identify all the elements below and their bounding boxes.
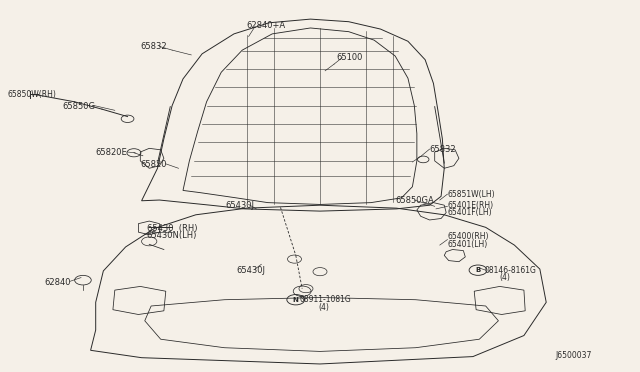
- Text: N: N: [293, 297, 299, 303]
- Text: 08911-1081G: 08911-1081G: [300, 295, 351, 304]
- Text: 65832: 65832: [429, 145, 456, 154]
- Text: 65401E(RH): 65401E(RH): [447, 201, 493, 210]
- Text: 65400(RH): 65400(RH): [447, 232, 489, 241]
- Text: (4): (4): [319, 302, 330, 312]
- Text: 62840: 62840: [45, 278, 71, 287]
- Text: 65430  (RH): 65430 (RH): [147, 224, 197, 233]
- Text: 62840+A: 62840+A: [246, 21, 286, 30]
- Text: 65100: 65100: [336, 53, 362, 62]
- Text: 65850GA: 65850GA: [395, 196, 434, 205]
- Text: 08146-8161G: 08146-8161G: [484, 266, 536, 275]
- Text: 65851W(LH): 65851W(LH): [447, 190, 495, 199]
- Text: 65401(LH): 65401(LH): [447, 240, 488, 249]
- Text: 65850W(RH): 65850W(RH): [8, 90, 56, 99]
- Text: J6500037: J6500037: [556, 350, 592, 360]
- Text: 65430J: 65430J: [236, 266, 265, 275]
- Text: 65430N(LH): 65430N(LH): [147, 231, 197, 240]
- Text: (4): (4): [500, 273, 511, 282]
- Text: 65401F(LH): 65401F(LH): [447, 208, 492, 217]
- Text: 65820E: 65820E: [96, 148, 127, 157]
- Text: 65430J: 65430J: [226, 201, 255, 210]
- Text: 65820: 65820: [140, 160, 167, 169]
- Text: 65832: 65832: [140, 42, 167, 51]
- Text: 65850G: 65850G: [62, 102, 95, 111]
- Text: B: B: [476, 267, 481, 273]
